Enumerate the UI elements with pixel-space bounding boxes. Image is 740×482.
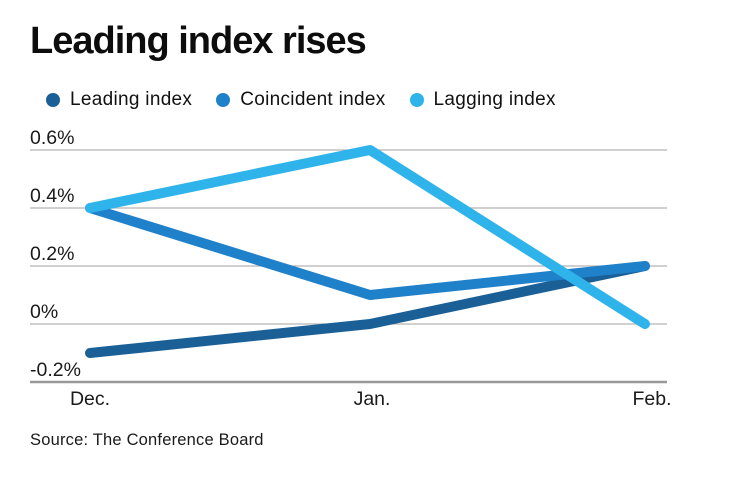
legend-item-coincident-index: Coincident index bbox=[216, 89, 385, 111]
series-line-leading-index bbox=[85, 261, 650, 358]
y-tick-label: -0.2% bbox=[30, 359, 81, 381]
legend: Leading index Coincident index Lagging i… bbox=[46, 89, 556, 111]
source-note: Source: The Conference Board bbox=[30, 431, 264, 449]
x-tick-label: Feb. bbox=[632, 388, 671, 410]
legend-label-leading-index: Leading index bbox=[70, 89, 193, 110]
legend-label-coincident-index: Coincident index bbox=[240, 89, 386, 110]
leading-index-dot-icon bbox=[46, 93, 60, 107]
y-tick-label: 0% bbox=[30, 301, 58, 323]
chart-title: Leading index rises bbox=[30, 20, 367, 62]
y-tick-label: 0.4% bbox=[30, 185, 74, 207]
legend-item-leading-index: Leading index bbox=[46, 89, 192, 111]
legend-label-lagging-index: Lagging index bbox=[433, 89, 556, 110]
x-tick-label: Dec. bbox=[70, 388, 110, 410]
lagging-index-dot-icon bbox=[409, 93, 424, 107]
series-line-lagging-index bbox=[85, 145, 650, 329]
x-tick-label: Jan. bbox=[354, 388, 391, 410]
series-line-coincident-index bbox=[85, 203, 650, 300]
coincident-index-dot-icon bbox=[216, 93, 231, 107]
line-chart: 0.6% 0.4% 0.2% 0% -0.2% Dec. Jan. Feb. bbox=[30, 127, 672, 410]
y-tick-label: 0.6% bbox=[30, 127, 74, 149]
legend-item-lagging-index: Lagging index bbox=[409, 89, 556, 111]
y-tick-label: 0.2% bbox=[30, 243, 74, 265]
